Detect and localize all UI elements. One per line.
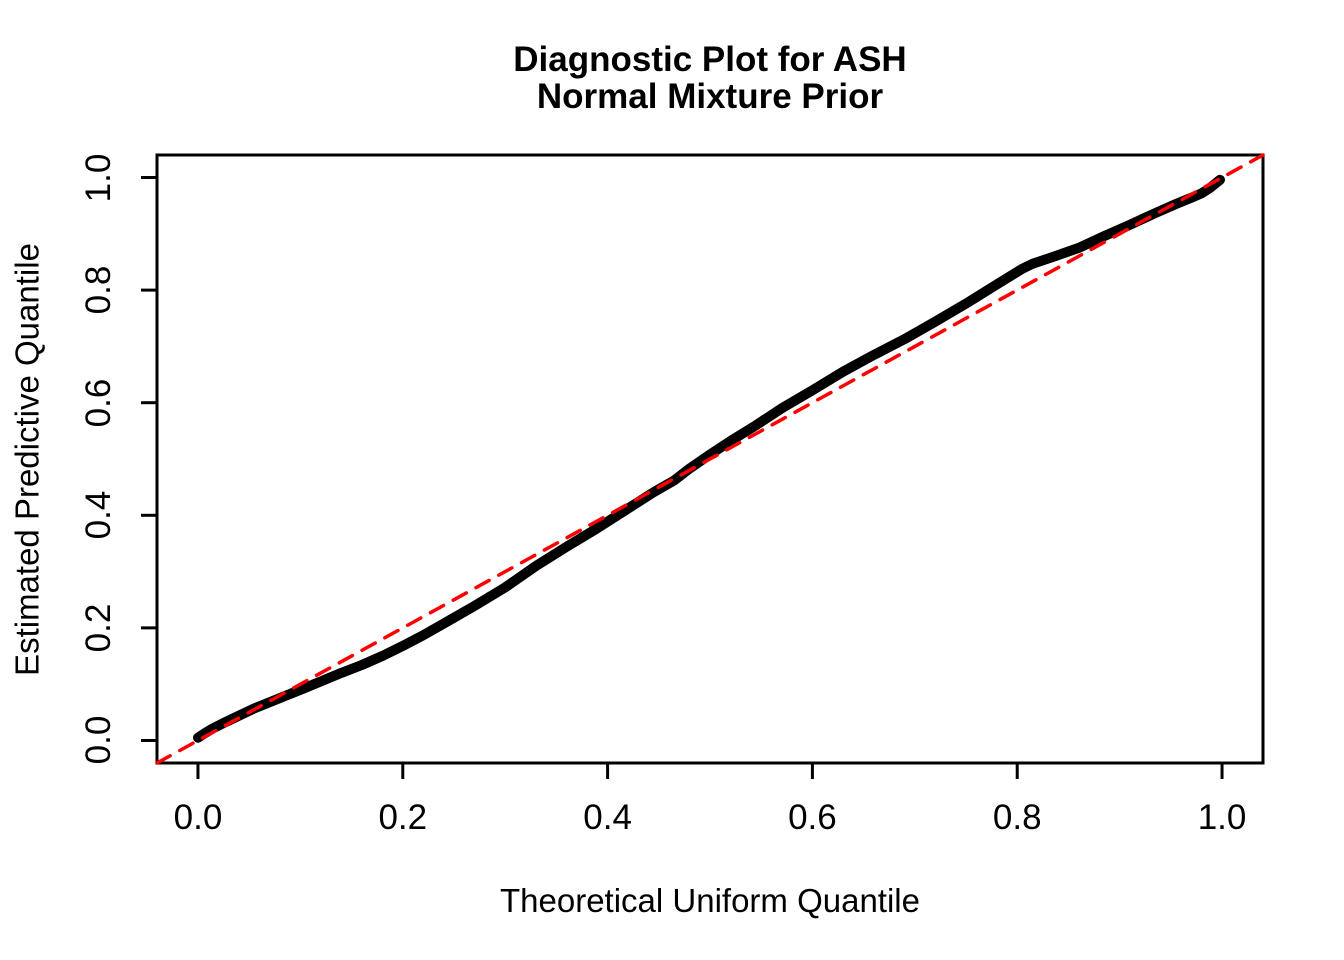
plot-title-line-2: Normal Mixture Prior <box>536 77 884 116</box>
x-tick-label: 0.2 <box>378 798 428 837</box>
y-axis-label: Estimated Predictive Quantile <box>8 243 46 676</box>
reference-diagonal <box>155 153 1265 765</box>
y-tick-label: 1.0 <box>79 153 118 202</box>
y-tick-label: 0.8 <box>79 265 118 315</box>
plot-box-border <box>155 153 1265 765</box>
y-tick-label: 0.0 <box>79 716 118 765</box>
y-tick-label: 0.2 <box>79 603 118 653</box>
y-tick-label: 0.6 <box>79 378 118 428</box>
x-tick-label: 0.6 <box>788 798 837 837</box>
x-axis-label: Theoretical Uniform Quantile <box>499 882 920 919</box>
x-tick-label: 0.0 <box>173 798 223 837</box>
x-tick-label: 0.4 <box>583 798 632 837</box>
y-tick-label: 0.4 <box>79 490 118 540</box>
x-tick-label: 1.0 <box>1197 798 1247 837</box>
x-tick-label: 0.8 <box>992 798 1042 837</box>
plot-title-line-1: Diagnostic Plot for ASH <box>513 40 907 79</box>
